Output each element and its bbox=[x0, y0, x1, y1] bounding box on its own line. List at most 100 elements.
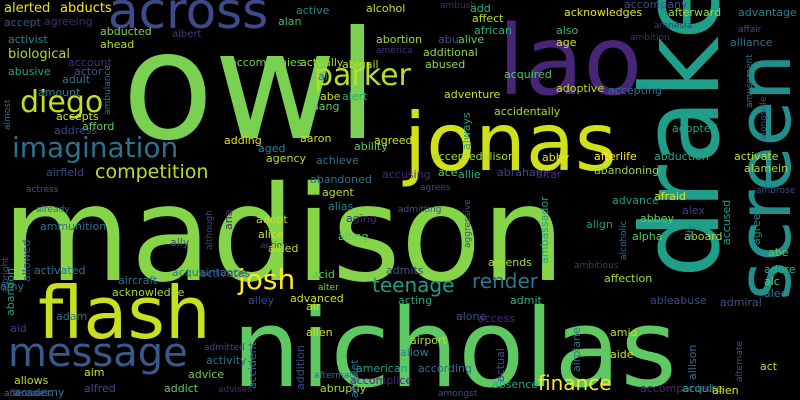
word: aang bbox=[312, 100, 339, 113]
word: always bbox=[460, 112, 473, 150]
word: agreed bbox=[374, 134, 413, 147]
word: academy bbox=[14, 386, 65, 399]
word: amongst bbox=[438, 389, 478, 399]
word: alive bbox=[458, 33, 484, 46]
word: acceptedalison bbox=[432, 150, 515, 163]
word: aged bbox=[258, 142, 285, 155]
word: afterwards bbox=[4, 389, 52, 399]
word: afraid bbox=[654, 190, 686, 203]
word: allie bbox=[458, 168, 481, 181]
word: age bbox=[556, 36, 577, 49]
word: actual bbox=[494, 348, 507, 382]
word: amnesia bbox=[654, 21, 692, 31]
word: aftermath bbox=[314, 371, 359, 381]
word: ah bbox=[684, 226, 697, 240]
word: abusive bbox=[8, 65, 51, 78]
word: alan bbox=[278, 15, 302, 28]
word: agree bbox=[750, 213, 763, 245]
word: finance bbox=[538, 371, 612, 395]
word: alcohol bbox=[366, 2, 405, 15]
word: acquired bbox=[504, 68, 552, 81]
word: affair bbox=[738, 25, 762, 35]
word: accept bbox=[4, 16, 42, 29]
word: actor bbox=[74, 65, 103, 78]
word: aboard bbox=[684, 230, 723, 243]
word: ambush bbox=[440, 1, 476, 11]
word: aging bbox=[346, 212, 377, 225]
word: aggressive bbox=[463, 199, 473, 248]
word: lao bbox=[498, 5, 642, 117]
word: achieve bbox=[316, 154, 359, 167]
word: ambulance bbox=[103, 65, 113, 115]
word: al bbox=[318, 70, 328, 83]
word: activates bbox=[200, 267, 250, 280]
word: accused bbox=[720, 200, 733, 245]
word: abducts bbox=[60, 1, 112, 16]
word: diego bbox=[20, 85, 103, 120]
word: action bbox=[260, 241, 288, 251]
word: message bbox=[8, 330, 188, 376]
word: drake bbox=[619, 0, 744, 278]
word: accidentally bbox=[494, 105, 561, 118]
word: adoptive bbox=[556, 82, 604, 95]
word: admiral bbox=[720, 296, 762, 309]
word: accompanied bbox=[640, 382, 714, 395]
word: aircraft bbox=[118, 274, 158, 287]
word: teenage bbox=[372, 273, 454, 297]
word: adopt bbox=[256, 213, 288, 226]
word: alias bbox=[328, 200, 354, 213]
word: alerted bbox=[4, 1, 50, 16]
word: airfield bbox=[46, 166, 84, 179]
word: addition bbox=[294, 345, 307, 390]
word: alfred bbox=[84, 382, 116, 395]
word: amends bbox=[488, 256, 532, 269]
word: advance bbox=[612, 194, 659, 207]
word: alliance bbox=[730, 36, 773, 49]
word: alc bbox=[764, 275, 780, 288]
word: according bbox=[418, 362, 472, 375]
word: ability bbox=[354, 140, 388, 153]
word: also bbox=[556, 24, 579, 37]
word: adore bbox=[764, 263, 796, 276]
word: allen bbox=[306, 326, 333, 339]
word: aide bbox=[610, 348, 634, 361]
word: acquaintance bbox=[172, 266, 247, 279]
word: ahead bbox=[100, 38, 134, 51]
word: albert bbox=[172, 29, 202, 40]
word: add bbox=[470, 2, 491, 15]
word: allow bbox=[400, 346, 429, 359]
word: activate bbox=[734, 150, 779, 163]
word: accompany bbox=[624, 0, 688, 11]
word: active bbox=[296, 4, 330, 17]
word: abruptly bbox=[320, 382, 367, 395]
word: altar bbox=[536, 168, 562, 181]
word: adventure bbox=[444, 88, 501, 101]
word: afterward bbox=[668, 6, 721, 19]
word: access bbox=[478, 312, 515, 325]
word: affection bbox=[604, 272, 652, 285]
word: madison bbox=[2, 158, 565, 312]
word: acknowledges bbox=[564, 6, 642, 19]
word: abandoning bbox=[594, 164, 659, 177]
word: alcoholic bbox=[619, 220, 629, 260]
word: activist bbox=[8, 33, 48, 46]
word: acknowledge bbox=[112, 286, 185, 299]
word: abduction bbox=[654, 150, 709, 163]
word: absence bbox=[492, 378, 538, 391]
word: allison bbox=[686, 345, 699, 380]
word: allowed bbox=[20, 240, 33, 282]
word: alpha bbox=[632, 230, 663, 243]
word: america bbox=[376, 46, 412, 56]
word: abused bbox=[425, 58, 465, 71]
word: advice bbox=[188, 368, 224, 381]
word: account bbox=[68, 56, 113, 69]
word: advises bbox=[218, 385, 252, 395]
word: amusement bbox=[745, 54, 755, 108]
word: adult bbox=[62, 73, 91, 86]
word: ammunition bbox=[40, 220, 106, 233]
word: agency bbox=[266, 152, 307, 165]
word: parker bbox=[314, 58, 412, 93]
word: alongside bbox=[759, 96, 769, 140]
